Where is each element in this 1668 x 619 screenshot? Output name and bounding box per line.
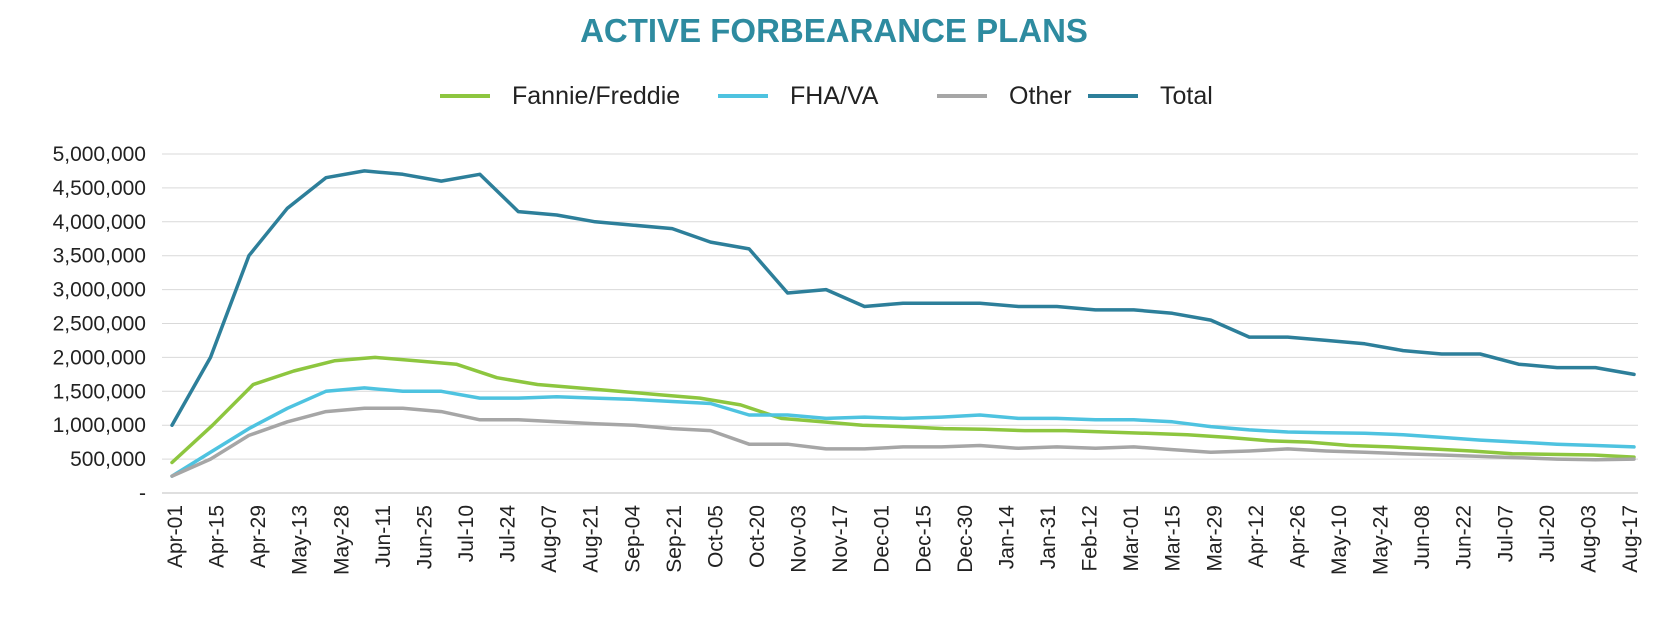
x-tick-label: Mar-29 bbox=[1203, 505, 1226, 572]
x-tick-label: Aug-17 bbox=[1619, 505, 1642, 573]
x-tick-label: Jun-25 bbox=[413, 505, 436, 569]
x-tick-label: Apr-01 bbox=[164, 505, 187, 568]
x-tick-label: Jan-31 bbox=[1037, 505, 1060, 569]
x-tick-label: Sep-21 bbox=[663, 505, 686, 573]
x-tick-label: Oct-05 bbox=[704, 505, 727, 568]
x-tick-label: Aug-21 bbox=[580, 505, 603, 573]
x-tick-label: May-24 bbox=[1370, 505, 1393, 575]
x-tick-label: Apr-26 bbox=[1286, 505, 1309, 568]
x-tick-label: Apr-15 bbox=[206, 505, 229, 568]
x-tick-label: Nov-03 bbox=[788, 505, 811, 573]
y-tick-label: 2,000,000 bbox=[53, 346, 146, 369]
y-tick-label: 1,500,000 bbox=[53, 380, 146, 403]
y-tick-label: 2,500,000 bbox=[53, 313, 146, 336]
y-tick-label: 500,000 bbox=[70, 448, 146, 471]
series-line-other bbox=[170, 406, 1636, 478]
x-tick-label: Jul-20 bbox=[1536, 505, 1559, 562]
x-tick-label: Jul-24 bbox=[497, 505, 520, 563]
y-tick-label: 3,500,000 bbox=[53, 245, 146, 268]
legend-label: Total bbox=[1160, 82, 1213, 110]
x-tick-label: Aug-03 bbox=[1577, 505, 1600, 573]
x-tick-label: Dec-30 bbox=[954, 505, 977, 573]
x-tick-label: Jul-07 bbox=[1494, 505, 1517, 562]
x-tick-label: Dec-01 bbox=[871, 505, 894, 573]
x-tick-label: Jun-08 bbox=[1411, 505, 1434, 569]
y-tick-label: 1,000,000 bbox=[53, 414, 146, 437]
grid-lines bbox=[162, 153, 1638, 494]
y-tick-label: 4,500,000 bbox=[53, 177, 146, 200]
legend-label: Fannie/Freddie bbox=[512, 82, 680, 110]
legend-label: Other bbox=[1009, 82, 1072, 110]
legend: Fannie/Freddie FHA/VA Other Total bbox=[440, 82, 1213, 110]
series-line-total bbox=[170, 169, 1636, 427]
chart-title: ACTIVE FORBEARANCE PLANS bbox=[580, 12, 1088, 49]
legend-label: FHA/VA bbox=[790, 82, 879, 110]
x-tick-label: Sep-04 bbox=[621, 505, 644, 573]
x-tick-label: Mar-15 bbox=[1162, 505, 1185, 572]
x-tick-label: Dec-15 bbox=[912, 505, 935, 573]
series-line-fannie-freddie bbox=[170, 355, 1636, 465]
series-line-fha-va bbox=[170, 386, 1636, 478]
x-tick-label: Jul-10 bbox=[455, 505, 478, 562]
y-tick-label: - bbox=[139, 482, 146, 505]
series-lines bbox=[170, 169, 1636, 478]
x-tick-label: Oct-20 bbox=[746, 505, 769, 568]
y-tick-label: 3,000,000 bbox=[53, 279, 146, 302]
x-tick-label: May-28 bbox=[330, 505, 353, 575]
x-tick-label: Mar-01 bbox=[1120, 505, 1143, 572]
x-tick-label: Apr-12 bbox=[1245, 505, 1268, 568]
x-tick-label: Jun-22 bbox=[1453, 505, 1476, 569]
x-tick-label: Jun-11 bbox=[372, 505, 395, 568]
x-tick-label: May-13 bbox=[289, 505, 312, 575]
y-axis: - 500,000 1,000,000 1,500,000 2,000,000 2,500… bbox=[53, 143, 146, 505]
x-tick-label: May-10 bbox=[1328, 505, 1351, 575]
x-tick-label: Jan-14 bbox=[995, 505, 1018, 570]
y-tick-label: 4,000,000 bbox=[53, 211, 146, 234]
y-tick-label: 5,000,000 bbox=[53, 143, 146, 166]
x-tick-label: Apr-29 bbox=[247, 505, 270, 568]
x-axis: Apr-01 Apr-15 Apr-29 May-13 May-28 Jun-11 Jun-… bbox=[164, 505, 1642, 575]
x-tick-label: Feb-12 bbox=[1079, 505, 1102, 572]
x-tick-label: Nov-17 bbox=[829, 505, 852, 573]
x-tick-label: Aug-07 bbox=[538, 505, 561, 573]
